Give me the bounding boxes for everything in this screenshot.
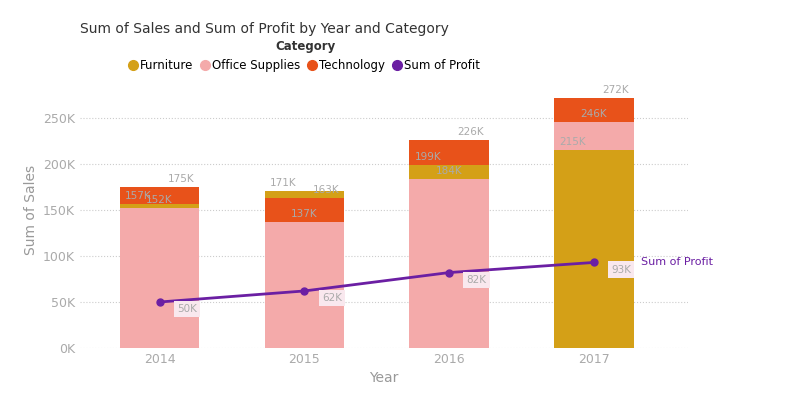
Legend: Furniture, Office Supplies, Technology, Sum of Profit: Furniture, Office Supplies, Technology, … (126, 35, 485, 76)
Text: 184K: 184K (436, 166, 462, 176)
Y-axis label: Sum of Sales: Sum of Sales (23, 165, 38, 255)
Bar (554, 150, 634, 348)
Text: 152K: 152K (146, 196, 173, 206)
Bar (265, 191, 344, 348)
Text: 175K: 175K (168, 174, 194, 184)
Bar (410, 140, 489, 348)
Bar (120, 187, 199, 348)
Text: 93K: 93K (611, 264, 631, 274)
Text: 157K: 157K (125, 191, 151, 201)
Text: 62K: 62K (322, 293, 342, 303)
Text: 215K: 215K (559, 138, 586, 148)
Bar (120, 204, 199, 348)
Text: 171K: 171K (270, 178, 296, 188)
Bar (265, 222, 344, 348)
Text: 272K: 272K (602, 85, 629, 95)
Text: 226K: 226K (458, 127, 484, 137)
Text: 199K: 199K (414, 152, 441, 162)
Bar (554, 98, 634, 348)
Text: 82K: 82K (466, 275, 486, 285)
Text: 163K: 163K (313, 185, 339, 195)
Text: 137K: 137K (291, 209, 318, 219)
Text: 246K: 246K (581, 109, 607, 119)
Text: Sum of Sales and Sum of Profit by Year and Category: Sum of Sales and Sum of Profit by Year a… (80, 22, 449, 36)
Bar (554, 122, 634, 348)
Bar (120, 208, 199, 348)
Bar (410, 179, 489, 348)
Text: Sum of Profit: Sum of Profit (641, 258, 713, 268)
X-axis label: Year: Year (370, 372, 398, 386)
Text: 50K: 50K (177, 304, 197, 314)
Bar (265, 198, 344, 348)
Bar (410, 165, 489, 348)
